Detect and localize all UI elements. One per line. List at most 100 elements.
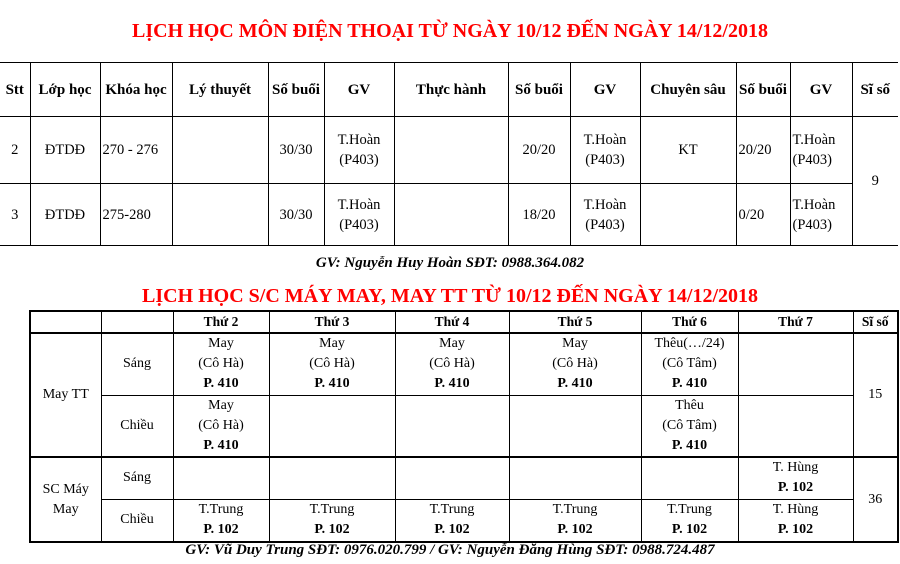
schedule-cell: T. Hùng P. 102: [737, 456, 854, 500]
header-day: Thứ 4: [394, 310, 510, 334]
gv-name: T.Hoàn: [792, 132, 836, 148]
cell-gv: T.Hoàn (P403): [789, 183, 852, 246]
header-gv: GV: [789, 62, 853, 117]
cell-thuc-hanh: [393, 183, 509, 246]
session-name: Chiều: [100, 498, 174, 543]
schedule-cell: [394, 394, 510, 458]
schedule-cell: [172, 456, 270, 500]
gv-room: (P403): [792, 152, 832, 168]
room: P. 410: [314, 376, 350, 392]
cell-line: (Cô Hà): [429, 356, 475, 372]
schedule-cell: T.Trung P. 102: [394, 498, 510, 543]
header-so-buoi: Số buổi: [735, 62, 791, 117]
schedule-cell: [508, 394, 642, 458]
cell-so-buoi: 30/30: [267, 116, 325, 184]
room: P. 102: [557, 522, 593, 538]
schedule-cell: T. Hùng P. 102: [737, 498, 854, 543]
cell-line: T.Trung: [198, 502, 244, 518]
group-name: May TT: [29, 332, 102, 458]
dien-thoai-schedule-table: Stt Lớp học Khóa học Lý thuyết Số buổi G…: [0, 62, 898, 246]
table-row: 3 ĐTDĐ 275-280 30/30 T.Hoàn (P403) 18/20 …: [0, 183, 898, 246]
cell-ly-thuyet: [171, 183, 269, 246]
room: P. 410: [557, 376, 593, 392]
gv-contact-2: GV: Vũ Duy Trung SĐT: 0976.020.799 / GV:…: [185, 542, 715, 558]
gv-room: (P403): [339, 216, 379, 233]
cell-gv: T.Hoàn (P403): [569, 183, 641, 246]
cell-so-buoi: 30/30: [267, 183, 325, 246]
cell-gv: T.Hoàn (P403): [789, 116, 853, 184]
schedule-cell: [268, 456, 396, 500]
schedule-cell: May (Cô Hà) P. 410: [508, 332, 642, 396]
cell-si-so: 36: [852, 456, 899, 543]
header-chuyen-sau: Chuyên sâu: [639, 62, 737, 117]
cell-line: T.Trung: [309, 502, 355, 518]
session-name: Sáng: [100, 456, 174, 500]
cell-line: May: [562, 336, 588, 352]
gv-room: (P403): [339, 152, 379, 168]
cell-line: Thêu: [675, 397, 704, 413]
room: P. 410: [434, 376, 470, 392]
header-gv: GV: [323, 62, 395, 117]
may-schedule-table: Thứ 2 Thứ 3 Thứ 4 Thứ 5 Thứ 6 Thứ 7 Sĩ số May T…: [29, 310, 899, 543]
cell-stt: 2: [0, 116, 31, 184]
cell-khoa: 270 - 276: [99, 116, 173, 184]
cell-line: May: [208, 336, 234, 352]
cell-line: May: [439, 336, 465, 352]
session-name: Sáng: [100, 332, 174, 396]
cell-line: T. Hùng: [772, 460, 819, 476]
schedule-cell: Thêu(…/24) (Cô Tâm) P. 410: [640, 332, 739, 396]
gv-room: (P403): [585, 152, 625, 168]
cell-line: T. Hùng: [772, 502, 819, 518]
gv-name: T.Hoàn: [337, 196, 381, 213]
header-day: Thứ 6: [640, 310, 739, 334]
cell-chuyen-sau: [639, 183, 737, 246]
schedule-cell: May (Cô Hà) P. 410: [394, 332, 510, 396]
header-khoa-hoc: Khóa học: [99, 62, 173, 117]
gv-name: T.Hoàn: [583, 132, 627, 148]
cell-line: (Cô Hà): [552, 356, 598, 372]
header-gv: GV: [569, 62, 641, 117]
header-ly-thuyet: Lý thuyết: [171, 62, 269, 117]
cell-so-buoi: 20/20: [507, 116, 571, 184]
cell-line: T.Trung: [667, 502, 712, 518]
room: P. 102: [434, 522, 470, 538]
room: P. 102: [671, 522, 708, 538]
header-lop-hoc: Lớp học: [29, 62, 101, 117]
schedule-cell: [737, 332, 854, 396]
schedule-cell: [508, 456, 642, 500]
room: P. 102: [203, 522, 239, 538]
header-day: Thứ 2: [172, 310, 270, 334]
schedule-cell: May (Cô Hà) P. 410: [268, 332, 396, 396]
cell-khoa: 275-280: [99, 183, 173, 246]
header-day: Thứ 5: [508, 310, 642, 334]
schedule-cell: T.Trung P. 102: [268, 498, 396, 543]
header-so-buoi: Số buổi: [267, 62, 325, 117]
cell-line: Thêu(…/24): [654, 336, 725, 352]
cell-line: T.Trung: [552, 502, 598, 518]
cell-line: (Cô Hà): [198, 417, 244, 433]
schedule-cell: T.Trung P. 102: [508, 498, 642, 543]
cell-line: (Cô Hà): [198, 356, 244, 372]
cell-si-so: 15: [852, 332, 899, 458]
schedule-cell: T.Trung P. 102: [640, 498, 739, 543]
cell-line: (Cô Hà): [309, 356, 355, 372]
cell-line: T.Trung: [429, 502, 475, 518]
cell-chuyen-sau: KT: [639, 116, 737, 184]
header-stt: Stt: [0, 62, 31, 117]
gv-name: T.Hoàn: [337, 132, 381, 148]
cell-so-buoi: 20/20: [735, 116, 791, 184]
cell-thuc-hanh: [393, 116, 509, 184]
header-si-so: Sĩ số: [851, 62, 898, 117]
schedule-cell: Thêu (Cô Tâm) P. 410: [640, 394, 739, 458]
title-may: LỊCH HỌC S/C MÁY MAY, MAY TT TỪ 10/12 ĐẾ…: [142, 285, 758, 307]
table-row: May TT Sáng May (Cô Hà) P. 410 May (Cô Hà) P. 4…: [29, 332, 899, 458]
title-dien-thoai: LỊCH HỌC MÔN ĐIỆN THOẠI TỪ NGÀY 10/12 ĐẾ…: [132, 20, 768, 42]
room: P. 410: [671, 376, 708, 392]
session-name: Chiều: [100, 394, 174, 458]
header-so-buoi: Số buổi: [507, 62, 571, 117]
cell-so-buoi: 18/20: [507, 183, 571, 246]
gv-name: T.Hoàn: [583, 196, 627, 213]
room: P. 102: [777, 480, 814, 496]
cell-lop: ĐTDĐ: [29, 116, 101, 184]
header-row: Thứ 2 Thứ 3 Thứ 4 Thứ 5 Thứ 6 Thứ 7 Sĩ số: [29, 310, 899, 334]
